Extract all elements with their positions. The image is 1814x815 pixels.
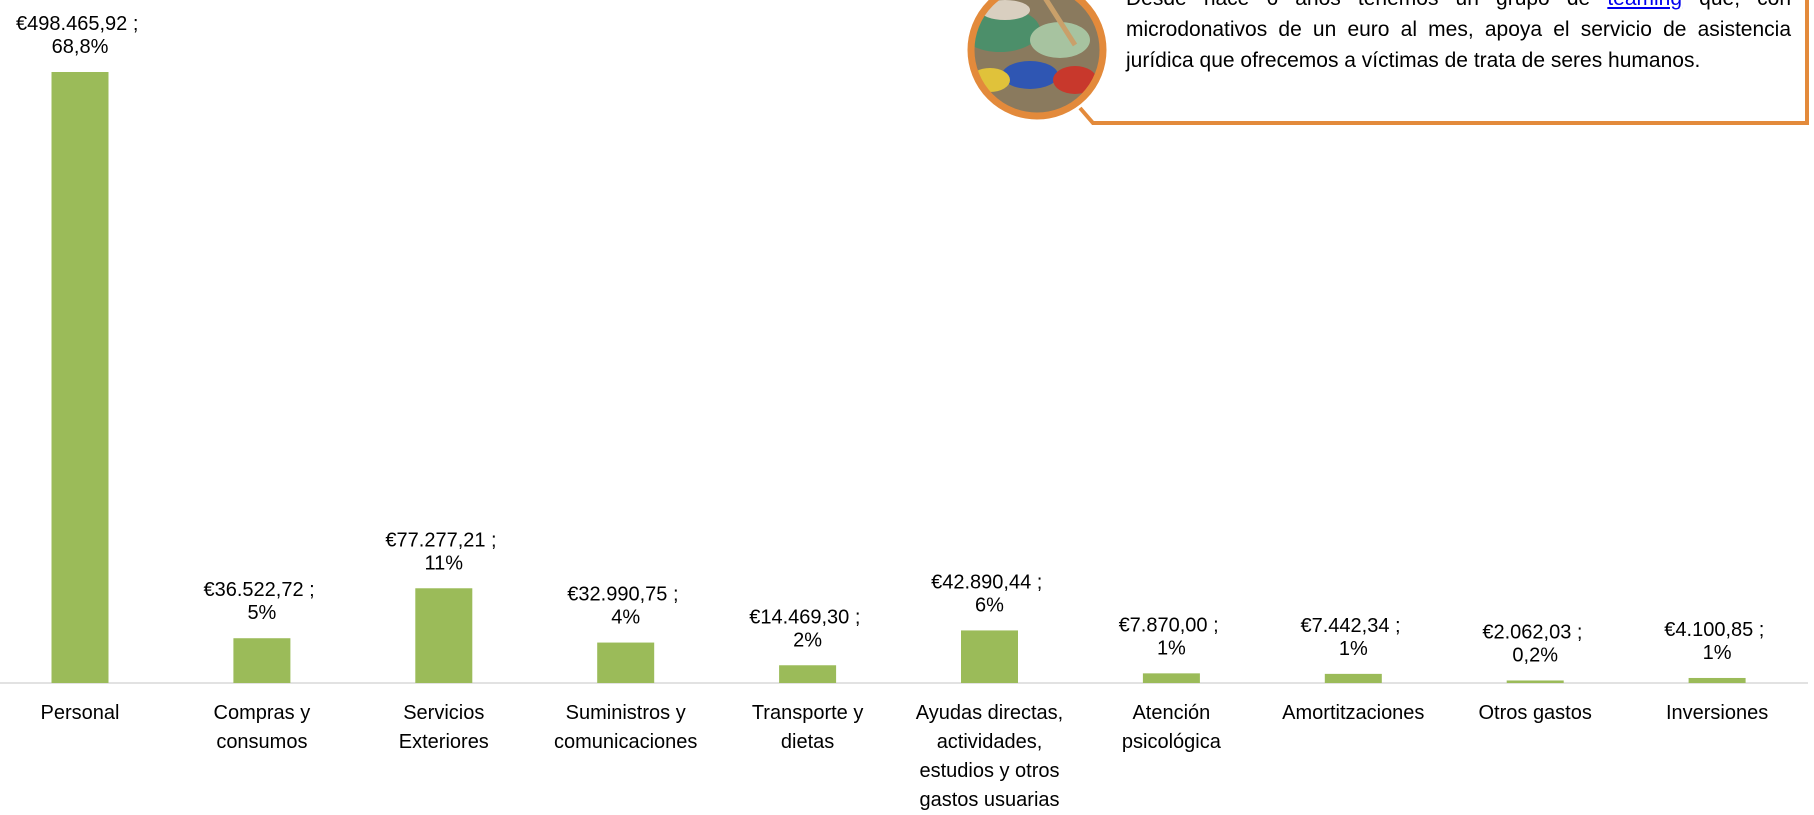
x-tick-label: Ayudas directas, actividades, estudios y…	[905, 699, 1075, 815]
bar	[1325, 674, 1382, 683]
bar	[779, 665, 836, 683]
chart: €498.465,92 ; 68,8% €36.522,72 ; 5% €77.27…	[0, 0, 1814, 813]
bar	[415, 588, 472, 683]
bar	[1689, 678, 1746, 683]
x-tick-label: Servicios Exteriores	[359, 699, 529, 757]
value-label: €14.469,30 ; 2%	[749, 607, 866, 652]
x-tick-label: Compras y consumos	[177, 699, 347, 757]
value-label: €36.522,72 ; 5%	[204, 580, 321, 625]
x-tick-label: Personal	[0, 699, 165, 728]
callout-text-part: Desde hace 6 años tenemos un grupo de	[1126, 0, 1607, 10]
bar	[1143, 673, 1200, 683]
x-tick-label: Otros gastos	[1450, 699, 1620, 728]
value-label: €32.990,75 ; 4%	[567, 584, 684, 629]
value-label: €498.465,92 ; 68,8%	[16, 13, 144, 58]
value-label: €77.277,21 ; 11%	[385, 530, 502, 575]
value-label: €7.442,34 ; 1%	[1300, 615, 1406, 660]
bar	[961, 630, 1018, 683]
teaming-link[interactable]: teaming	[1607, 0, 1682, 10]
x-tick-label: Inversiones	[1632, 699, 1802, 728]
bar	[52, 72, 109, 683]
page: €498.465,92 ; 68,8% €36.522,72 ; 5% €77.27…	[0, 0, 1814, 813]
callout-text-part: que, con microdonativos de un euro al me…	[1126, 0, 1791, 72]
bar	[1507, 680, 1564, 683]
x-tick-label: Amortitzaciones	[1268, 699, 1438, 728]
value-label: €42.890,44 ; 6%	[931, 572, 1048, 617]
value-label: €7.870,00 ; 1%	[1119, 615, 1225, 660]
callout-text: Desde hace 6 años tenemos un grupo de te…	[1126, 0, 1791, 76]
bar	[233, 638, 290, 683]
x-tick-label: Suministros y comunicaciones	[541, 699, 711, 757]
value-label: €4.100,85 ; 1%	[1664, 619, 1770, 664]
bar	[597, 643, 654, 683]
x-tick-label: Transporte y dietas	[723, 699, 893, 757]
x-tick-label: Atención psicológica	[1086, 699, 1256, 757]
value-label: €2.062,03 ; 0,2%	[1482, 622, 1588, 667]
